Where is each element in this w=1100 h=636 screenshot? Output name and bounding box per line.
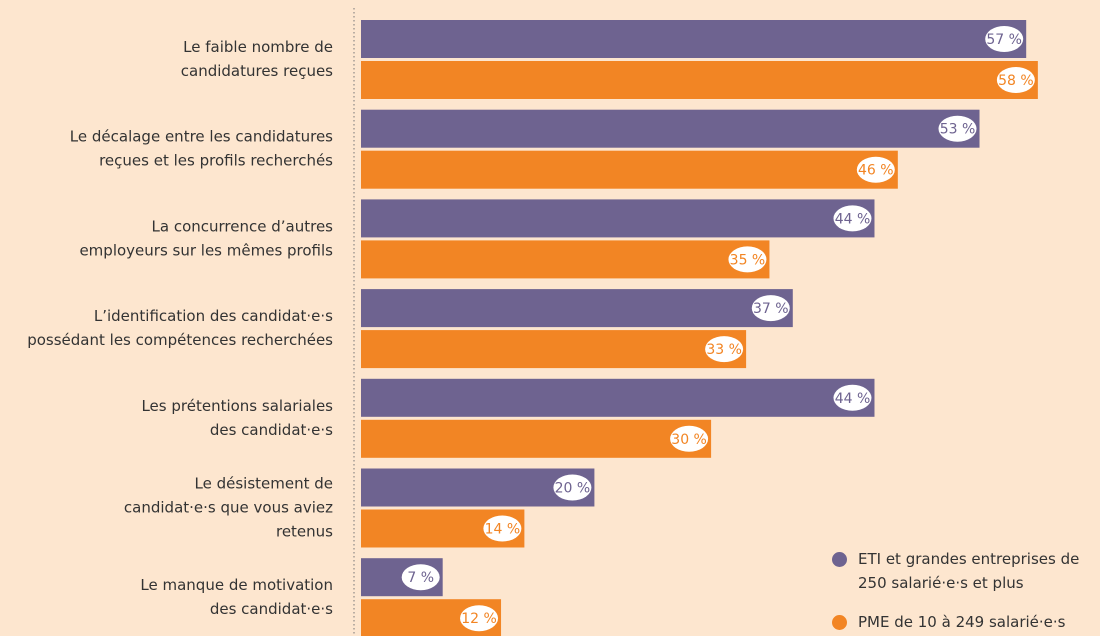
value-label-bg (856, 156, 895, 183)
bar (361, 20, 1027, 58)
value-label-bg (938, 115, 977, 142)
value-label: 44 % (835, 211, 871, 227)
value-label-bg (728, 246, 767, 273)
value-label: 58 % (998, 73, 1034, 89)
legend-label: PME de 10 à 249 salarié·e·s (858, 613, 1066, 631)
category-label: La concurrence d’autres (152, 217, 334, 235)
value-label: 53 % (940, 122, 976, 138)
legend-swatch (832, 615, 847, 630)
category-label: Les prétentions salariales (141, 397, 333, 415)
bar (361, 378, 875, 417)
legend-entry: PME de 10 à 249 salarié·e·s (832, 610, 1100, 634)
category-label: Le décalage entre les candidatures (70, 128, 333, 146)
bar (361, 61, 1038, 99)
category-label: Le manque de motivation (140, 576, 333, 594)
category-label: Le désistement de (195, 475, 334, 493)
bar (361, 199, 875, 238)
value-label-bg (401, 564, 440, 591)
category-label: des candidat·e·s (210, 421, 333, 439)
bar (361, 150, 898, 189)
value-label: 57 % (986, 32, 1022, 48)
value-label-bg (833, 205, 872, 232)
value-label: 7 % (407, 570, 434, 586)
category-label: reçues et les profils recherchés (99, 152, 333, 170)
category-label: Le faible nombre de (183, 38, 333, 56)
value-label-bg (996, 67, 1035, 93)
bar (361, 240, 770, 279)
category-label: employeurs sur les mêmes profils (79, 241, 333, 259)
value-label: 20 % (555, 481, 591, 497)
value-label: 30 % (671, 432, 707, 448)
legend-swatch (832, 552, 847, 567)
category-label: L’identification des candidat·e·s (94, 307, 333, 325)
bar (361, 419, 712, 458)
category-label: candidatures reçues (181, 62, 333, 80)
value-label-bg (705, 336, 744, 363)
value-label: 14 % (485, 522, 521, 538)
value-label-bg (833, 384, 872, 411)
value-label-bg (985, 26, 1024, 52)
bar (361, 289, 793, 328)
category-label: retenus (276, 523, 333, 541)
value-label-bg (460, 605, 499, 632)
value-label-bg (483, 515, 522, 542)
value-label-bg (751, 295, 790, 322)
category-label: des candidat·e·s (210, 600, 333, 618)
category-label: candidat·e·s que vous aviez (124, 499, 333, 517)
value-label: 35 % (730, 252, 766, 268)
bar (361, 109, 980, 148)
value-label-bg (670, 425, 709, 452)
value-label: 33 % (706, 342, 742, 358)
category-label: possédant les compétences recherchées (27, 331, 333, 349)
legend-entry: ETI et grandes entreprises de 250 salari… (832, 547, 1100, 595)
bar (361, 330, 747, 369)
value-label: 46 % (858, 163, 894, 179)
value-label-bg (553, 474, 592, 501)
legend-label: ETI et grandes entreprises de 250 salari… (858, 550, 1080, 592)
value-label: 12 % (461, 611, 497, 627)
value-label: 44 % (835, 391, 871, 407)
value-label: 37 % (753, 301, 789, 317)
